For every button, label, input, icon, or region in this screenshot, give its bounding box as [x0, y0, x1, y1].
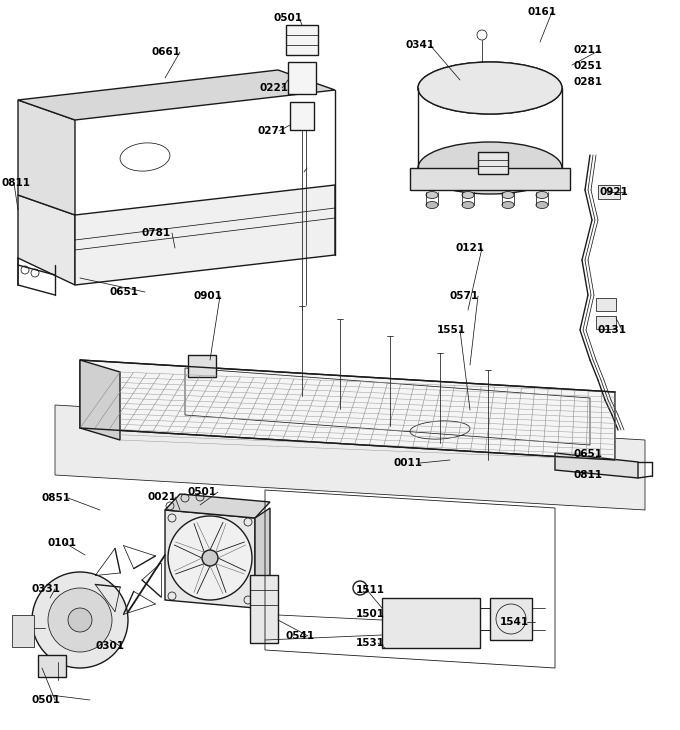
Text: 1541: 1541 [500, 617, 529, 627]
Text: 0651: 0651 [573, 449, 602, 459]
Polygon shape [18, 195, 75, 285]
Text: 0021: 0021 [148, 492, 177, 502]
Ellipse shape [502, 201, 514, 209]
Text: 0011: 0011 [393, 458, 422, 468]
Ellipse shape [502, 191, 514, 199]
Text: 1531: 1531 [356, 638, 385, 648]
Text: 0921: 0921 [600, 187, 629, 197]
Text: 0341: 0341 [405, 40, 434, 50]
Polygon shape [80, 360, 615, 460]
Text: 0811: 0811 [2, 178, 31, 188]
Text: 0161: 0161 [527, 7, 556, 17]
Text: 0501: 0501 [273, 13, 302, 23]
FancyBboxPatch shape [490, 598, 532, 640]
Ellipse shape [462, 201, 474, 209]
FancyBboxPatch shape [410, 168, 570, 190]
Polygon shape [165, 494, 270, 518]
Text: 0331: 0331 [32, 584, 61, 594]
FancyBboxPatch shape [250, 575, 278, 643]
Text: 0121: 0121 [455, 243, 484, 253]
Polygon shape [18, 70, 335, 120]
Text: 0211: 0211 [574, 45, 603, 55]
Polygon shape [75, 185, 335, 285]
Text: 0661: 0661 [152, 47, 181, 57]
Text: 0501: 0501 [188, 487, 217, 497]
FancyBboxPatch shape [286, 25, 318, 55]
Ellipse shape [536, 201, 548, 209]
Polygon shape [55, 405, 645, 510]
Text: 0131: 0131 [597, 325, 626, 335]
Circle shape [48, 588, 112, 652]
Text: 0781: 0781 [142, 228, 171, 238]
FancyBboxPatch shape [382, 598, 480, 648]
Ellipse shape [426, 191, 438, 199]
FancyBboxPatch shape [12, 615, 34, 647]
Circle shape [202, 550, 218, 566]
Ellipse shape [418, 62, 562, 114]
Ellipse shape [426, 201, 438, 209]
Text: 0851: 0851 [42, 493, 71, 503]
Text: 0541: 0541 [285, 631, 314, 641]
Ellipse shape [418, 62, 562, 114]
Text: 0651: 0651 [110, 287, 139, 297]
FancyBboxPatch shape [188, 355, 216, 377]
Circle shape [168, 516, 252, 600]
Text: 0271: 0271 [257, 126, 286, 136]
Circle shape [32, 572, 128, 668]
Text: 0251: 0251 [574, 61, 603, 71]
Ellipse shape [418, 142, 562, 194]
Ellipse shape [536, 191, 548, 199]
Text: 1551: 1551 [437, 325, 466, 335]
Polygon shape [18, 100, 75, 215]
Polygon shape [165, 510, 255, 608]
Text: 0901: 0901 [193, 291, 222, 301]
Text: 0301: 0301 [96, 641, 125, 651]
Text: 0221: 0221 [260, 83, 289, 93]
Circle shape [353, 581, 367, 595]
Circle shape [68, 608, 92, 632]
Text: 1511: 1511 [356, 585, 385, 595]
Text: 1501: 1501 [356, 609, 385, 619]
Polygon shape [80, 360, 120, 440]
FancyBboxPatch shape [596, 298, 616, 311]
Ellipse shape [462, 191, 474, 199]
Polygon shape [255, 508, 270, 608]
FancyBboxPatch shape [290, 102, 314, 130]
FancyBboxPatch shape [38, 655, 66, 677]
FancyBboxPatch shape [596, 316, 616, 329]
Text: 0281: 0281 [574, 77, 603, 87]
Text: 0571: 0571 [450, 291, 479, 301]
FancyBboxPatch shape [288, 62, 316, 94]
FancyBboxPatch shape [478, 152, 508, 174]
Text: 0811: 0811 [573, 470, 602, 480]
FancyBboxPatch shape [598, 185, 620, 199]
Polygon shape [555, 453, 638, 478]
Text: 0501: 0501 [32, 695, 61, 705]
Text: 0101: 0101 [48, 538, 77, 548]
